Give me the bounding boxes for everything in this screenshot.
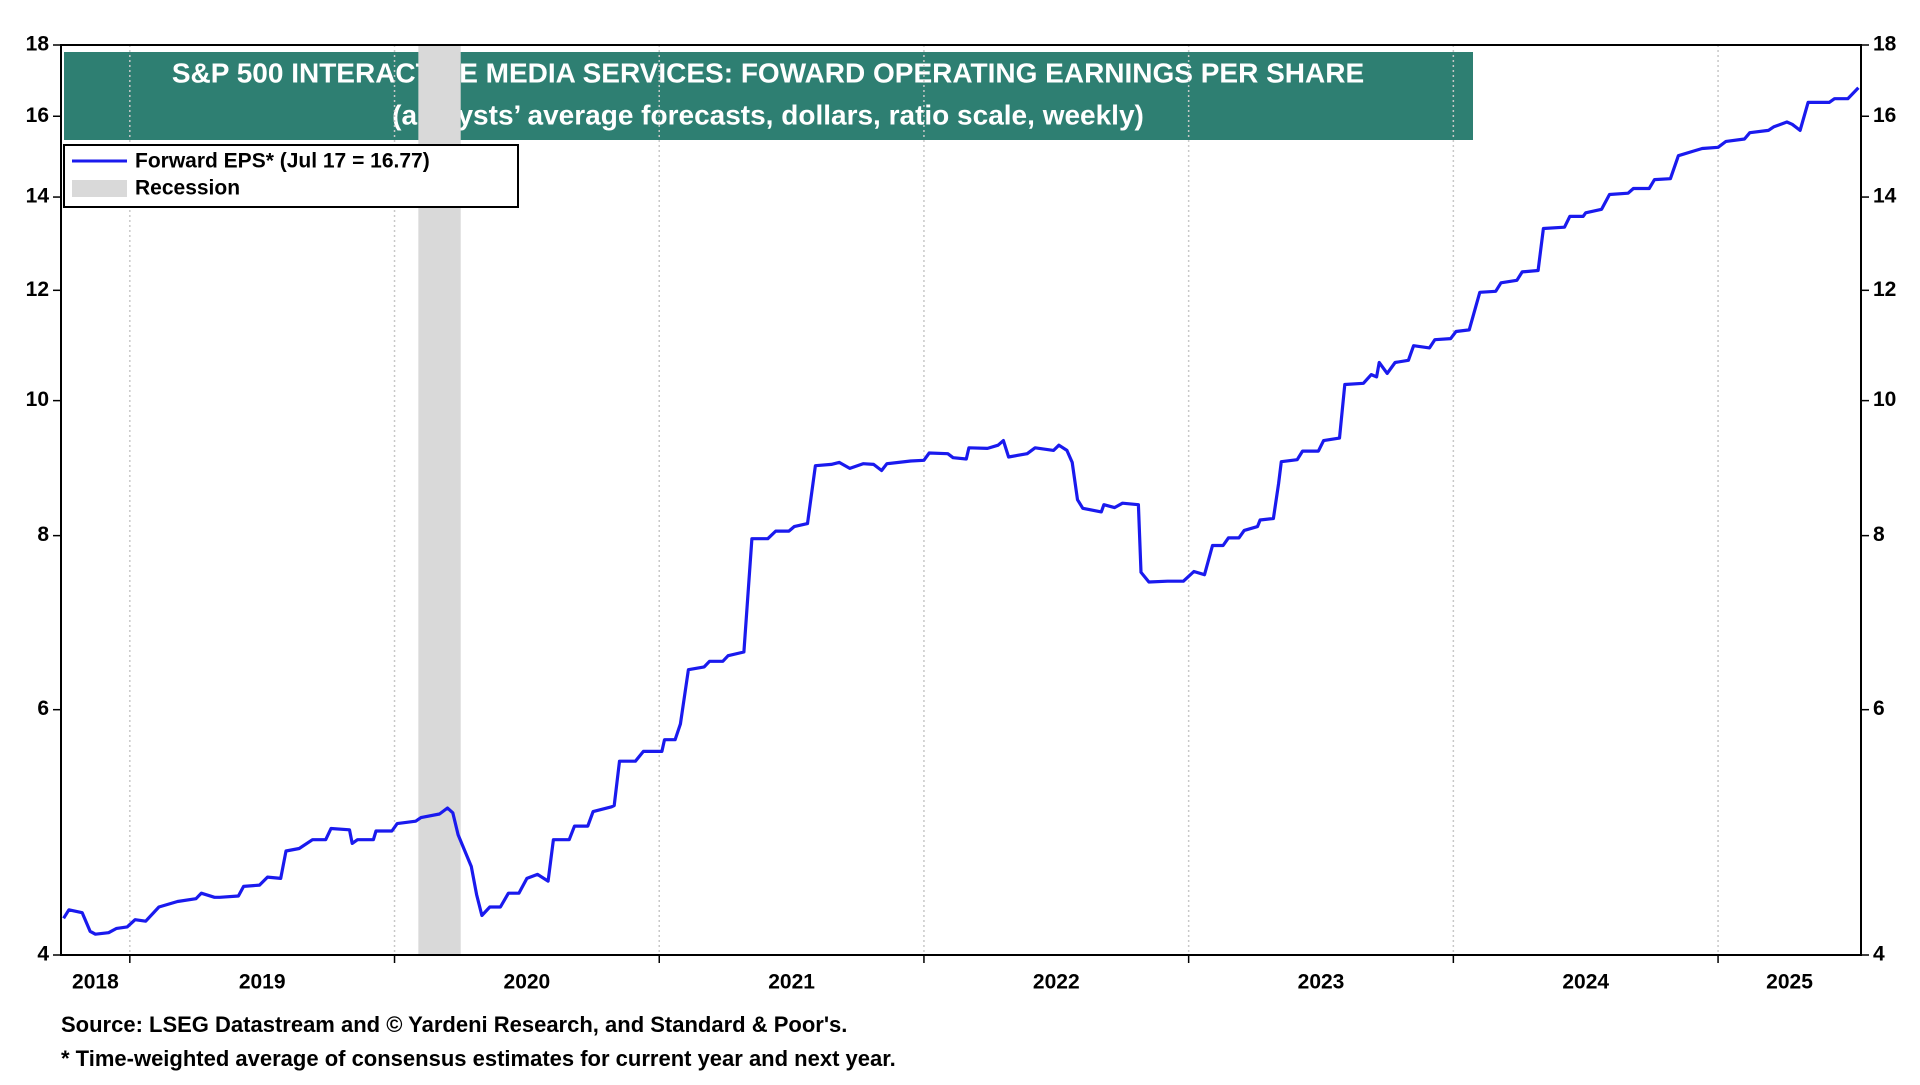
y-tick-label: 14: [26, 185, 50, 208]
legend-box: [63, 144, 519, 208]
legend-label: Forward EPS* (Jul 17 = 16.77): [135, 150, 430, 173]
x-tick-label: 2024: [1562, 971, 1609, 994]
x-tick-label: 2021: [768, 971, 815, 994]
y-tick-label: 18: [26, 33, 50, 56]
legend-swatch: [72, 180, 127, 197]
y2-tick-label: 12: [1873, 278, 1896, 301]
x-tick-label: 2019: [239, 971, 286, 994]
y-tick-label: 10: [26, 388, 49, 411]
footnote: * Time-weighted average of consensus est…: [61, 1046, 896, 1071]
x-tick-label: 2018: [72, 971, 119, 994]
y-tick-label: 8: [37, 523, 49, 546]
y-tick-label: 12: [26, 278, 49, 301]
x-tick-label: 2025: [1766, 971, 1813, 994]
y2-tick-label: 8: [1873, 523, 1885, 546]
y2-tick-label: 6: [1873, 697, 1885, 720]
x-tick-label: 2022: [1033, 971, 1080, 994]
y2-tick-label: 18: [1873, 33, 1897, 56]
chart-subtitle: (analysts’ average forecasts, dollars, r…: [392, 99, 1144, 130]
data-line: [62, 86, 1860, 936]
source-note: Source: LSEG Datastream and © Yardeni Re…: [61, 1012, 847, 1037]
legend-label: Recession: [135, 177, 240, 200]
y-tick-label: 6: [37, 697, 49, 720]
chart-title: S&P 500 INTERACTIVE MEDIA SERVICES: FOWA…: [172, 57, 1364, 88]
y2-tick-label: 4: [1873, 943, 1885, 966]
y2-tick-label: 14: [1873, 185, 1897, 208]
y2-tick-label: 10: [1873, 388, 1896, 411]
x-tick-label: 2020: [504, 971, 551, 994]
plot-frame: [60, 44, 1862, 956]
y-tick-label: 16: [26, 104, 49, 127]
title-box: [64, 52, 1473, 140]
x-tick-label: 2023: [1298, 971, 1345, 994]
y-tick-label: 4: [37, 943, 49, 966]
y2-tick-label: 16: [1873, 104, 1896, 127]
